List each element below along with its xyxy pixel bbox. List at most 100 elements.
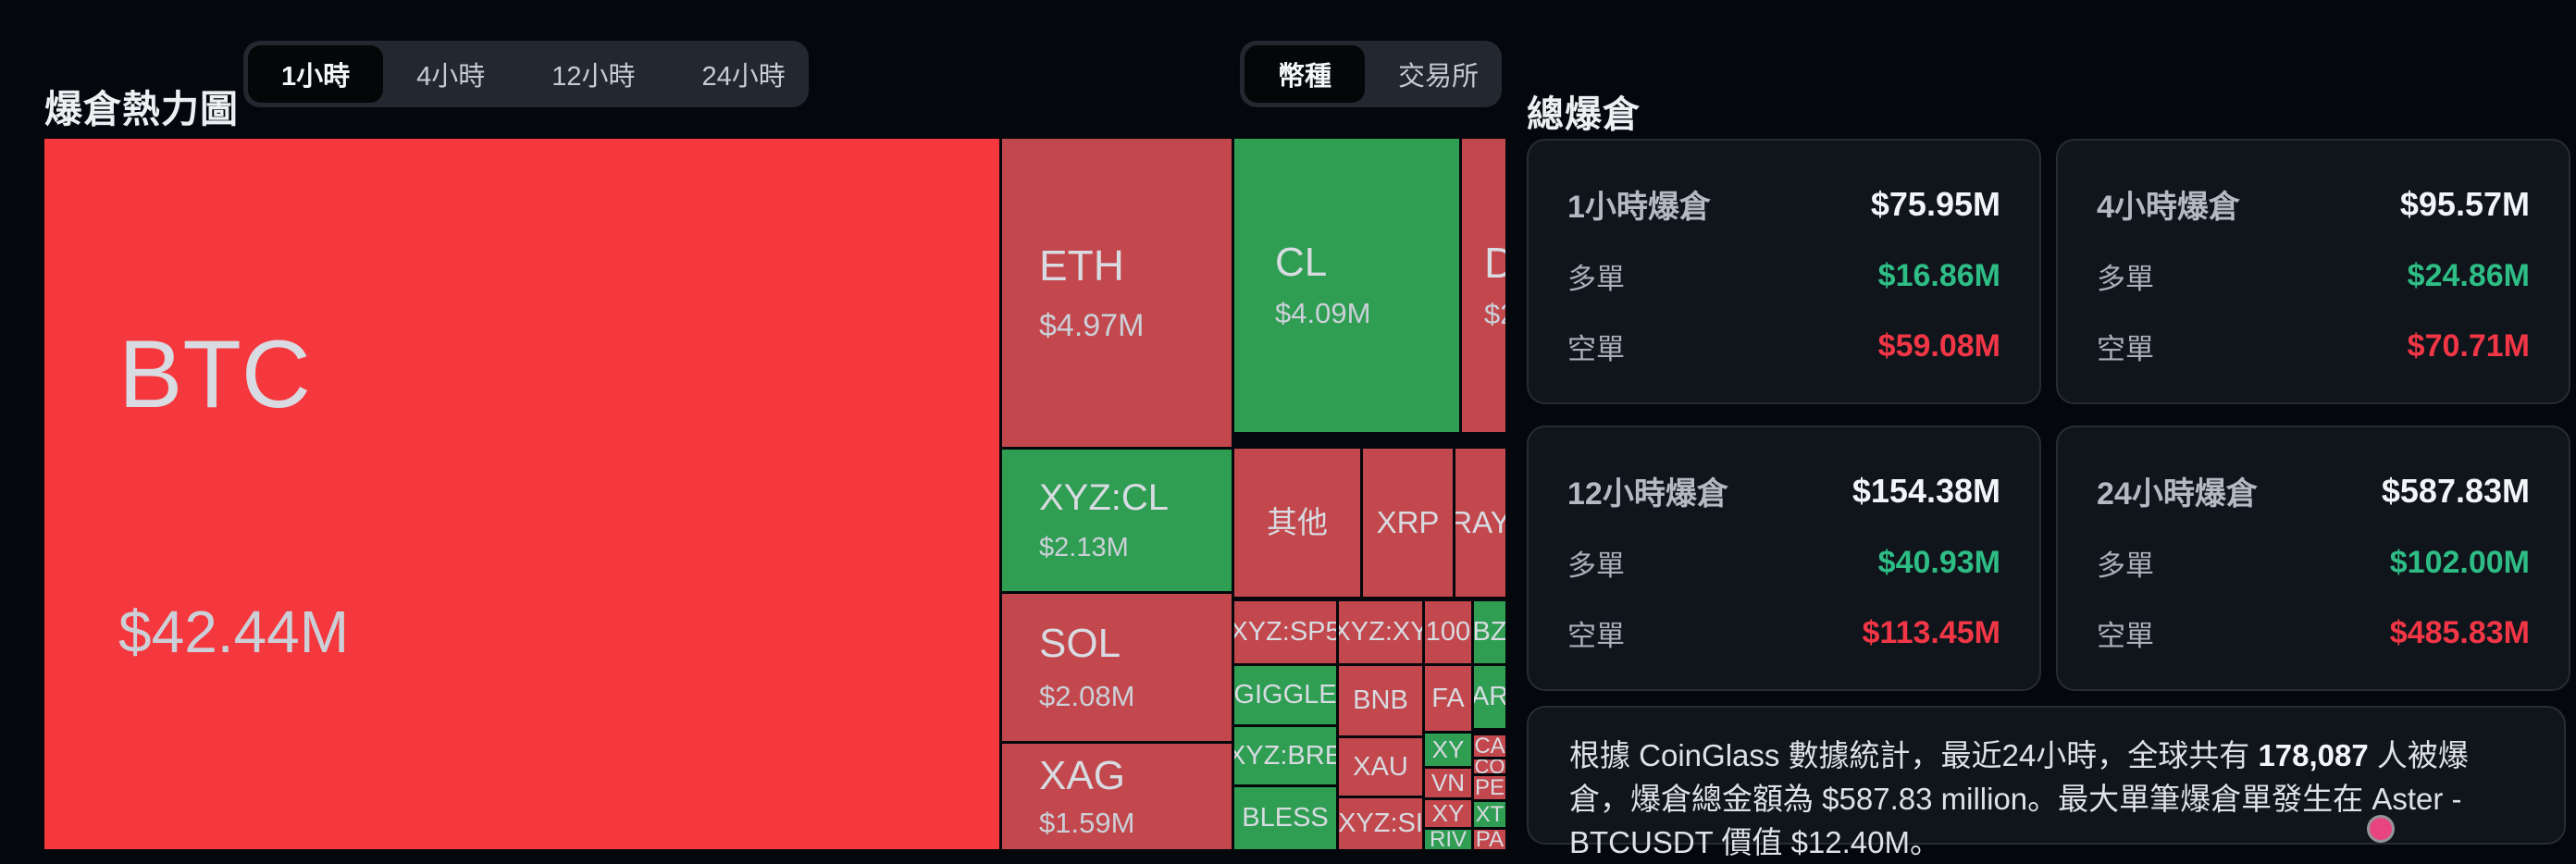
tile-symbol: BNB [1353, 685, 1408, 716]
toggle-coin[interactable]: 幣種 [1245, 45, 1366, 103]
short-value: $485.83M [2389, 615, 2530, 650]
tile-symbol: CL [1275, 240, 1328, 286]
tile-symbol: XAG [1039, 752, 1125, 798]
treemap-tile-ar[interactable]: AR [1474, 666, 1505, 728]
tile-value: $2 [1484, 298, 1505, 331]
toggle-exchange[interactable]: 交易所 [1365, 45, 1512, 103]
treemap-tile-xyz-si[interactable]: XYZ:SI [1339, 798, 1422, 849]
tile-symbol: XYZ:SP5 [1234, 617, 1336, 648]
short-value: $70.71M [2407, 328, 2530, 364]
total-liquidation-title: 總爆倉 [1527, 94, 1641, 136]
tile-symbol: XYZ:CL [1039, 477, 1170, 519]
treemap-tile-riv[interactable]: RIV [1425, 830, 1471, 849]
liquidation-treemap: BTC $42.44M ETH $4.97M CL $4.09M D $2 XYZ:CL $2.1… [44, 139, 1505, 849]
tile-symbol: RIV [1429, 830, 1467, 849]
treemap-tile-其他[interactable]: 其他 [1234, 449, 1360, 597]
tile-symbol: XYZ:SI [1339, 808, 1422, 839]
tile-symbol: SOL [1039, 621, 1121, 667]
card-4h-liquidation: 4小時爆倉 $95.57M 多單 $24.86M 空單 $70.71M [2056, 139, 2570, 404]
tab-4h[interactable]: 4小時 [383, 45, 518, 103]
long-label: 多單 [2097, 263, 2154, 295]
tile-symbol: RAY [1455, 504, 1505, 539]
tile-symbol: D [1484, 239, 1505, 288]
treemap-tile-ray[interactable]: RAY [1455, 449, 1505, 597]
treemap-tile-xyz-xy[interactable]: XYZ:XY [1339, 601, 1422, 663]
tile-symbol: 其他 [1267, 504, 1328, 539]
treemap-tile-d[interactable]: D $2 [1462, 139, 1505, 432]
summary-text: 根據 CoinGlass 數據統計，最近24小時，全球共有 178,087 人被… [1569, 734, 2523, 864]
tile-symbol: BLESS [1242, 803, 1329, 833]
time-range-tabs: 1小時 4小時 12小時 24小時 [243, 41, 809, 107]
treemap-tile-giggle[interactable]: GIGGLE [1234, 666, 1336, 724]
tile-symbol: PA [1475, 830, 1505, 849]
long-label: 多單 [1567, 549, 1625, 582]
tile-value: $1.59M [1039, 806, 1135, 839]
long-value: $16.86M [1877, 258, 2000, 293]
tile-symbol: AR [1474, 682, 1505, 712]
treemap-tile-xy[interactable]: XY [1425, 734, 1471, 766]
tile-symbol: 100 [1425, 617, 1471, 648]
tile-symbol: GIGGLE [1234, 680, 1336, 710]
treemap-tile-bz[interactable]: BZ [1474, 601, 1505, 663]
liquidated-people-count: 178,087 [2258, 738, 2369, 772]
long-value: $24.86M [2407, 258, 2530, 293]
tile-symbol: PE [1474, 776, 1505, 799]
treemap-tile-100[interactable]: 100 [1425, 601, 1471, 663]
card-total: $587.83M [2381, 471, 2530, 510]
short-label: 空單 [1567, 620, 1625, 652]
treemap-tile-xau[interactable]: XAU [1339, 738, 1422, 796]
tile-symbol: ETH [1039, 241, 1124, 290]
tile-symbol: BTC [118, 320, 311, 428]
tile-symbol: XT [1475, 802, 1505, 827]
treemap-tile-cl[interactable]: CL $4.09M [1234, 139, 1459, 432]
summary-text-pre: 根據 CoinGlass 數據統計，最近24小時，全球共有 [1569, 738, 2259, 772]
treemap-tile-vn[interactable]: VN [1425, 769, 1471, 797]
tile-symbol: VN [1430, 769, 1466, 796]
tab-12h[interactable]: 12小時 [518, 45, 668, 103]
mode-toggle: 幣種 交易所 [1240, 41, 1502, 107]
treemap-tile-fa[interactable]: FA [1425, 666, 1471, 731]
tile-symbol: XYZ:XY [1339, 617, 1422, 648]
card-total: $75.95M [1870, 184, 2000, 223]
tile-symbol: XAU [1353, 751, 1408, 782]
treemap-tile-xyz-sp5[interactable]: XYZ:SP5 [1234, 601, 1336, 663]
treemap-tile-xag[interactable]: XAG $1.59M [1002, 744, 1232, 849]
short-value: $59.08M [1877, 328, 2000, 364]
card-1h-liquidation: 1小時爆倉 $75.95M 多單 $16.86M 空單 $59.08M [1527, 139, 2041, 404]
card-title: 4小時爆倉 [2097, 190, 2240, 225]
tile-symbol: XY [1431, 800, 1465, 827]
treemap-tile-xy[interactable]: XY [1425, 800, 1471, 827]
tab-24h[interactable]: 24小時 [669, 45, 819, 103]
tab-1h[interactable]: 1小時 [248, 45, 384, 103]
card-24h-liquidation: 24小時爆倉 $587.83M 多單 $102.00M 空單 $485.83M [2056, 426, 2570, 691]
treemap-tile-xrp[interactable]: XRP [1363, 449, 1453, 597]
liquidation-summary-note: 根據 CoinGlass 數據統計，最近24小時，全球共有 178,087 人被… [1527, 706, 2566, 859]
treemap-tile-sol[interactable]: SOL $2.08M [1002, 594, 1232, 741]
card-total: $95.57M [2399, 184, 2530, 223]
short-label: 空單 [2097, 333, 2154, 365]
treemap-tile-bless[interactable]: BLESS [1234, 787, 1336, 849]
card-total: $154.38M [1852, 471, 2000, 510]
tile-value: $2.08M [1039, 680, 1135, 713]
tile-value: $42.44M [118, 599, 350, 665]
tile-value: $2.13M [1039, 533, 1129, 563]
tile-symbol: XYZ:BRE [1234, 740, 1336, 771]
treemap-tile-eth[interactable]: ETH $4.97M [1002, 139, 1232, 447]
tile-symbol: CA [1474, 735, 1505, 757]
treemap-tile-pe[interactable]: PE [1474, 776, 1505, 799]
treemap-tile-pa[interactable]: PA [1474, 830, 1505, 849]
treemap-tile-co[interactable]: CO [1474, 759, 1505, 773]
card-title: 1小時爆倉 [1567, 190, 1711, 225]
summary-text-post: 人被爆倉，爆倉總金額為 $587.83 million。最大單筆爆倉單發生在 A… [1569, 738, 2469, 859]
treemap-tile-ca[interactable]: CA [1474, 735, 1505, 757]
treemap-tile-btc[interactable]: BTC $42.44M [44, 139, 999, 849]
treemap-tile-xt[interactable]: XT [1474, 802, 1505, 827]
card-title: 24小時爆倉 [2097, 476, 2258, 512]
treemap-tile-xyz-bre[interactable]: XYZ:BRE [1234, 727, 1336, 784]
short-label: 空單 [1567, 333, 1625, 365]
cursor-dot [2370, 818, 2392, 840]
treemap-tile-xyz-cl[interactable]: XYZ:CL $2.13M [1002, 450, 1232, 591]
tile-symbol: XRP [1376, 504, 1440, 539]
card-title: 12小時爆倉 [1567, 476, 1728, 512]
treemap-tile-bnb[interactable]: BNB [1339, 666, 1422, 735]
